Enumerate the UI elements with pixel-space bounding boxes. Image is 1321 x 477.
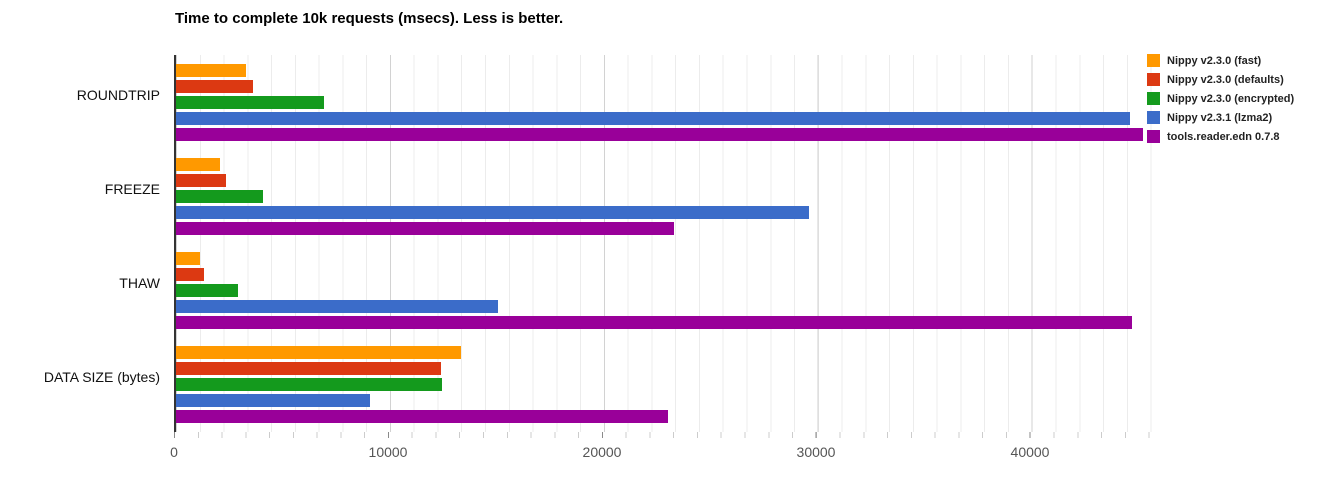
- legend: Nippy v2.3.0 (fast) Nippy v2.3.0 (defaul…: [1147, 54, 1294, 143]
- legend-swatch-encrypted: [1147, 92, 1160, 105]
- legend-item: Nippy v2.3.0 (encrypted): [1147, 92, 1294, 105]
- bar-thaw-lzma2: [176, 300, 499, 314]
- plot-area: [174, 55, 1157, 432]
- category-label-freeze: FREEZE: [104, 181, 160, 197]
- category-label-roundtrip: ROUNDTRIP: [76, 87, 160, 103]
- x-tick-label-20000: 20000: [582, 444, 622, 460]
- legend-swatch-reader: [1147, 130, 1160, 143]
- legend-item: Nippy v2.3.0 (fast): [1147, 54, 1294, 67]
- bar-roundtrip-lzma2: [176, 111, 1131, 125]
- legend-swatch-defaults: [1147, 73, 1160, 86]
- bar-roundtrip-encrypted: [176, 95, 324, 109]
- bar-freeze-fast: [176, 157, 220, 171]
- bar-freeze-encrypted: [176, 189, 263, 203]
- bar-roundtrip-fast: [176, 63, 246, 77]
- bar-datasize-lzma2: [176, 394, 370, 408]
- x-tick-label-40000: 40000: [1010, 444, 1050, 460]
- bar-roundtrip-reader: [176, 127, 1144, 141]
- x-tick-label-10000: 10000: [368, 444, 408, 460]
- legend-label: tools.reader.edn 0.7.8: [1167, 130, 1280, 143]
- legend-label: Nippy v2.3.0 (encrypted): [1167, 92, 1295, 105]
- x-tick-label-30000: 30000: [796, 444, 836, 460]
- bar-group-data-size: [176, 338, 1157, 432]
- bar-freeze-defaults: [176, 173, 227, 187]
- x-axis-ticks: [174, 432, 1156, 438]
- legend-label: Nippy v2.3.1 (lzma2): [1167, 111, 1273, 124]
- chart-title: Time to complete 10k requests (msecs). L…: [175, 10, 564, 27]
- bar-thaw-encrypted: [176, 284, 239, 298]
- bar-freeze-lzma2: [176, 205, 810, 219]
- bar-datasize-reader: [176, 410, 669, 424]
- bar-group-freeze: [176, 149, 1157, 243]
- category-label-data-size: DATA SIZE (bytes): [43, 369, 160, 385]
- bar-datasize-fast: [176, 346, 461, 360]
- bar-roundtrip-defaults: [176, 79, 254, 93]
- x-axis-labels: 0 10000 20000 30000 40000: [170, 444, 1156, 464]
- legend-label: Nippy v2.3.0 (defaults): [1167, 73, 1284, 86]
- legend-swatch-lzma2: [1147, 111, 1160, 124]
- legend-item: tools.reader.edn 0.7.8: [1147, 130, 1294, 143]
- bar-thaw-fast: [176, 252, 200, 266]
- legend-item: Nippy v2.3.0 (defaults): [1147, 73, 1294, 86]
- bar-datasize-encrypted: [176, 378, 443, 392]
- bar-group-thaw: [176, 244, 1157, 338]
- bar-group-roundtrip: [176, 55, 1157, 149]
- category-label-thaw: THAW: [119, 275, 160, 291]
- bar-thaw-defaults: [176, 268, 204, 282]
- x-tick-label-0: 0: [170, 444, 178, 460]
- legend-label: Nippy v2.3.0 (fast): [1167, 54, 1262, 67]
- legend-item: Nippy v2.3.1 (lzma2): [1147, 111, 1294, 124]
- bar-freeze-reader: [176, 221, 674, 235]
- bar-datasize-defaults: [176, 362, 442, 376]
- bar-thaw-reader: [176, 316, 1132, 330]
- legend-swatch-fast: [1147, 54, 1160, 67]
